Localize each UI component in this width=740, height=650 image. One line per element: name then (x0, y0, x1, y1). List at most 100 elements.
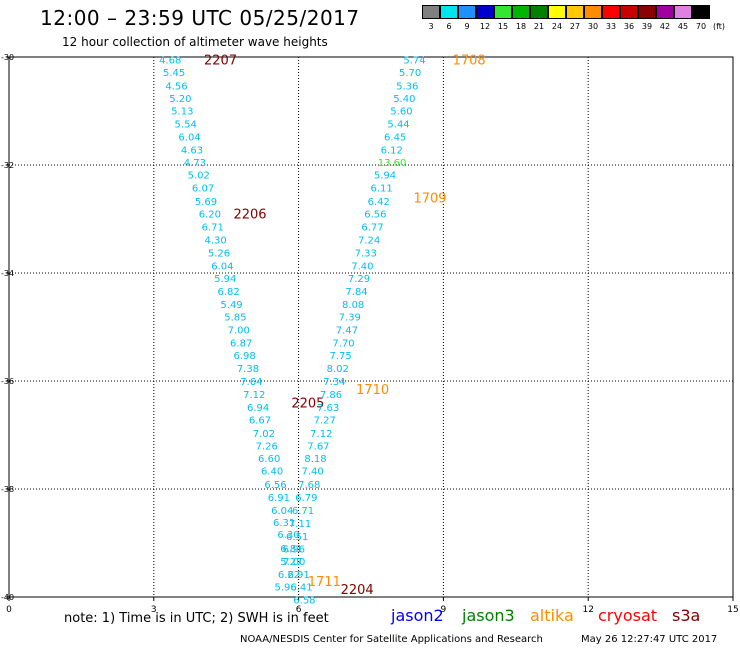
footer-note: note: 1) Time is in UTC; 2) SWH is in fe… (64, 611, 329, 626)
swh-value-label: 5.27 (280, 557, 302, 568)
colorbar-label: 70 (695, 22, 707, 31)
swh-value-label: 7.63 (317, 403, 339, 414)
swh-value-label: 5.94 (374, 171, 396, 182)
swh-value-label: 5.60 (390, 106, 412, 117)
swh-value-label: 7.24 (358, 236, 380, 247)
swh-value-label: 6.91 (287, 570, 309, 581)
colorbar-cell: 36 (619, 5, 638, 31)
colorbar-label: 6 (446, 22, 452, 31)
y-tick-label: -38 (1, 485, 14, 494)
y-tick-label: -34 (1, 269, 14, 278)
swh-value-label: 5.70 (399, 68, 421, 79)
swh-value-label: 5.94 (214, 274, 236, 285)
colorbar-swatch (583, 5, 602, 19)
colorbar-label: 33 (605, 22, 617, 31)
swh-value-label: 7.47 (336, 326, 358, 337)
swh-value-label: 7.39 (339, 313, 361, 324)
colorbar-cell: 9 (457, 5, 476, 31)
colorbar-label: 24 (551, 22, 563, 31)
x-tick-label: 3 (151, 605, 157, 615)
swh-value-label: 6.81 (280, 544, 302, 555)
colorbar-swatch (439, 5, 458, 19)
swh-value-label: 5.40 (393, 94, 415, 105)
swh-value-label: 5.96 (274, 583, 296, 594)
swh-value-label: 6.56 (364, 210, 386, 221)
pass-time-label: 2204 (341, 583, 374, 598)
x-tick-label: 12 (582, 605, 593, 615)
colorbar-cell: 18 (511, 5, 530, 31)
colorbar-label: 15 (497, 22, 509, 31)
colorbar-swatch (637, 5, 656, 19)
swh-value-label: 6.41 (290, 583, 312, 594)
swh-value-label: 6.71 (292, 506, 314, 517)
y-tick-label: -30 (1, 53, 14, 62)
swh-value-label: 7.84 (345, 287, 367, 298)
colorbar-label: 30 (587, 22, 599, 31)
swh-value-label: 6.20 (199, 210, 221, 221)
swh-value-label: 6.30 (277, 530, 299, 541)
swh-value-label: 6.82 (218, 287, 240, 298)
swh-value-label: 5.49 (220, 300, 242, 311)
swh-value-label: 4.63 (181, 145, 203, 156)
colorbar-label: 21 (533, 22, 545, 31)
colorbar-swatch (565, 5, 584, 19)
swh-value-label: 7.27 (314, 415, 336, 426)
y-tick-label: -32 (1, 161, 14, 170)
swh-value-label: 8.08 (342, 300, 364, 311)
swh-value-label: 6.67 (249, 415, 271, 426)
swh-value-label: 7.40 (301, 467, 323, 478)
pass-time-label: 1710 (356, 383, 389, 398)
swh-value-label: 6.60 (258, 454, 280, 465)
colorbar-swatch (421, 5, 440, 19)
swh-value-label: 7.67 (307, 441, 329, 452)
legend-cryosat: cryosat (598, 606, 658, 625)
swh-value-label: 6.42 (368, 197, 390, 208)
swh-value-label: 7.12 (310, 429, 332, 440)
colorbar-swatch (601, 5, 620, 19)
swh-value-label: 6.45 (384, 132, 406, 143)
colorbar-cell: 6 (439, 5, 458, 31)
legend-jason2: jason2 (391, 606, 444, 625)
pass-time-label: 1709 (413, 191, 446, 206)
swh-value-label: 6.56 (264, 480, 286, 491)
swh-value-label: 8.18 (304, 454, 326, 465)
swh-value-label: 6.40 (261, 467, 283, 478)
colorbar-cell: 24 (547, 5, 566, 31)
swh-value-label: 5.13 (171, 106, 193, 117)
swh-value-label: 6.51 (286, 532, 308, 543)
swh-value-label: 6.12 (381, 145, 403, 156)
swh-value-label: 6.79 (295, 493, 317, 504)
swh-value-label: 7.38 (237, 364, 259, 375)
swh-value-label: 7.40 (351, 261, 373, 272)
credit-text: NOAA/NESDIS Center for Satellite Applica… (240, 634, 543, 645)
pass-time-label: 1708 (453, 54, 486, 69)
colorbar-cell: 42 (655, 5, 674, 31)
pass-time-label: 2205 (291, 397, 324, 412)
swh-value-label: 6.98 (233, 351, 255, 362)
swh-value-label: 7.00 (228, 326, 250, 337)
swh-value-label: 4.73 (184, 158, 206, 169)
color-legend: 3 6 9 12 15 18 21 24 27 30 33 36 39 42 45 70 (ft) (421, 5, 725, 31)
colorbar-swatch (655, 5, 674, 19)
swh-value-label: 5.54 (175, 119, 197, 130)
swh-value-label: 5.36 (396, 82, 418, 93)
swh-value-label: 6.58 (293, 596, 315, 607)
swh-value-label: 7.29 (348, 274, 370, 285)
swh-value-label: 5.44 (387, 119, 409, 130)
swh-value-label: 6.22 (278, 570, 300, 581)
pass-time-label: 1711 (308, 575, 341, 590)
colorbar-label: 18 (515, 22, 527, 31)
colorbar-swatch (475, 5, 494, 19)
colorbar-cell: 45 (673, 5, 692, 31)
y-tick-label: -40 (1, 593, 14, 602)
legend-altika: altika (530, 606, 574, 625)
swh-value-label: 5.02 (188, 171, 210, 182)
swh-value-label: 7.12 (243, 390, 265, 401)
colorbar-label: 39 (641, 22, 653, 31)
colorbar-label: 42 (659, 22, 671, 31)
colorbar-cell: 12 (475, 5, 494, 31)
swh-value-label: 7.64 (240, 377, 262, 388)
swh-value-label: 4.68 (159, 56, 181, 67)
swh-value-label: 5.74 (403, 56, 425, 67)
